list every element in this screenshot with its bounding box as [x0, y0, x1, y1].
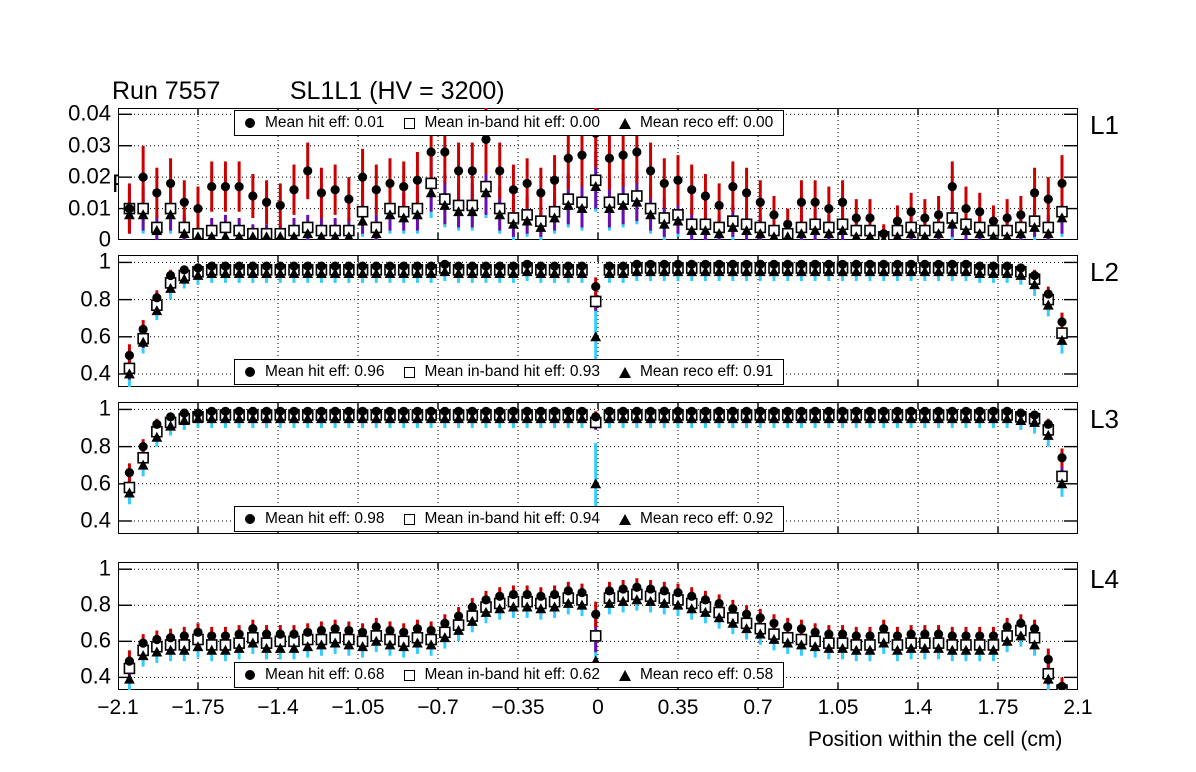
- legend-l3: Mean hit eff: 0.98 Mean in-band hit eff: …: [234, 506, 785, 532]
- open-square-icon: [395, 513, 425, 525]
- filled-triangle-icon: [610, 513, 640, 525]
- y-tick-label: 0.4: [80, 507, 111, 533]
- panel-l1: 0 0.01 0.02 0.03 0.04 L1 Mean hit eff: 0.01 Mea…: [68, 101, 1119, 252]
- panel-plot-area: [118, 402, 1078, 534]
- y-tick-label: 0.6: [80, 627, 111, 653]
- title-line-1: Run 7557 SL1L1 (HV = 3200): [112, 77, 505, 105]
- filled-triangle-icon: [610, 669, 640, 681]
- panel-label-l4: L4: [1090, 564, 1119, 594]
- y-tick-label: 0.8: [80, 591, 111, 617]
- panel-l3: 0.4 0.6 0.8 1 L3 Mean hit eff: 0.98 Mean in-ba…: [80, 396, 1119, 534]
- filled-circle-icon: [235, 118, 265, 128]
- legend-label-reco: Mean reco eff: 0.92: [640, 510, 774, 527]
- y-tick-label: 0.4: [80, 663, 111, 689]
- x-tick-label: −1.4: [257, 696, 299, 719]
- panel-l2: 0.4 0.6 0.8 1 L2 Mean hit eff: 0.96 Mean in-ba…: [80, 249, 1119, 387]
- panel-plot-area: [118, 108, 1078, 240]
- legend-l2: Mean hit eff: 0.96 Mean in-band hit eff: …: [234, 359, 785, 385]
- legend-entry-inband: Mean in-band hit eff: 0.94: [395, 510, 611, 528]
- markers-reco-eff: [124, 180, 1068, 240]
- legend-entry-hit: Mean hit eff: 0.01: [235, 114, 395, 132]
- legend-entry-hit: Mean hit eff: 0.68: [235, 666, 395, 684]
- filled-circle-icon: [235, 670, 265, 680]
- x-tick-label: 1.4: [903, 696, 933, 719]
- markers-reco-eff: [124, 266, 1068, 379]
- y-tick-label: 0.8: [80, 286, 111, 312]
- x-tick-label: 0: [592, 696, 604, 719]
- x-axis-title: Position within the cell (cm): [808, 728, 1063, 751]
- open-square-icon: [395, 669, 425, 681]
- legend-entry-inband: Mean in-band hit eff: 0.62: [395, 666, 611, 684]
- legend-label-reco: Mean reco eff: 0.91: [640, 363, 774, 380]
- filled-circle-icon: [235, 367, 265, 377]
- legend-l4: Mean hit eff: 0.68 Mean in-band hit eff: …: [234, 662, 785, 688]
- legend-label-inband: Mean in-band hit eff: 0.62: [424, 666, 601, 683]
- panel-plot-area: [118, 562, 1078, 690]
- y-tick-label: 0.04: [68, 100, 111, 126]
- markers-reco-eff: [124, 594, 1066, 690]
- filled-circle-icon: [235, 514, 265, 524]
- legend-label-inband: Mean in-band hit eff: 0.93: [424, 363, 601, 380]
- legend-entry-inband: Mean in-band hit eff: 0.00: [395, 114, 611, 132]
- x-tick-label: 1.05: [817, 696, 859, 719]
- x-tick-label: 1.75: [977, 696, 1019, 719]
- filled-triangle-icon: [610, 366, 640, 378]
- y-tick-label: 0.03: [68, 132, 111, 158]
- x-axis-tick-labels: −2.1 −1.75 −1.4 −1.05 −0.7 −0.35 0 0.35 0.7 1.05 1…: [97, 696, 1092, 724]
- y-tick-label: 1: [98, 395, 111, 421]
- legend-label-reco: Mean reco eff: 0.58: [640, 666, 774, 683]
- legend-entry-reco: Mean reco eff: 0.91: [610, 363, 783, 381]
- legend-label-reco: Mean reco eff: 0.00: [640, 114, 774, 131]
- legend-label-hit: Mean hit eff: 0.98: [265, 510, 385, 527]
- y-tick-label: 0: [98, 226, 111, 252]
- x-tick-label: 0.35: [657, 696, 699, 719]
- markers-hit-eff: [124, 406, 1067, 478]
- panel-label-l1: L1: [1090, 110, 1119, 140]
- x-tick-label: −0.7: [417, 696, 459, 719]
- y-tick-label: 1: [98, 555, 111, 581]
- open-square-icon: [395, 117, 425, 129]
- legend-entry-reco: Mean reco eff: 0.58: [610, 666, 783, 684]
- legend-label-hit: Mean hit eff: 0.96: [265, 363, 385, 380]
- x-tick-label: 2.1: [1063, 696, 1093, 719]
- legend-entry-reco: Mean reco eff: 0.92: [610, 510, 783, 528]
- y-tick-label: 0.6: [80, 470, 111, 496]
- legend-label-hit: Mean hit eff: 0.01: [265, 114, 385, 131]
- y-tick-label: 1: [98, 248, 111, 274]
- legend-entry-reco: Mean reco eff: 0.00: [610, 114, 783, 132]
- y-tick-label: 0.8: [80, 433, 111, 459]
- x-tick-label: 0.7: [743, 696, 773, 719]
- markers-hit-eff: [124, 128, 1067, 239]
- open-square-icon: [395, 366, 425, 378]
- y-tick-label: 0.02: [68, 163, 111, 189]
- y-tick-label: 0.6: [80, 323, 111, 349]
- legend-entry-hit: Mean hit eff: 0.98: [235, 510, 395, 528]
- markers-hit-eff: [124, 259, 1067, 360]
- markers-reco-eff: [124, 413, 1068, 498]
- markers-hit-eff: [124, 582, 1067, 690]
- legend-label-hit: Mean hit eff: 0.68: [265, 666, 385, 683]
- x-tick-label: −2.1: [97, 696, 139, 719]
- legend-label-inband: Mean in-band hit eff: 0.00: [424, 114, 601, 131]
- y-tick-label: 0.01: [68, 195, 111, 221]
- x-tick-label: −1.05: [331, 696, 385, 719]
- legend-entry-inband: Mean in-band hit eff: 0.93: [395, 363, 611, 381]
- panel-label-l3: L3: [1090, 404, 1119, 434]
- legend-label-inband: Mean in-band hit eff: 0.94: [424, 510, 601, 527]
- x-tick-label: −1.75: [171, 696, 225, 719]
- legend-entry-hit: Mean hit eff: 0.96: [235, 363, 395, 381]
- y-tick-label: 0.4: [80, 360, 111, 386]
- legend-l1: Mean hit eff: 0.01 Mean in-band hit eff: …: [234, 110, 785, 136]
- panel-l4: 0.4 0.6 0.8 1 L4 Mean hit eff: 0.68 Mean in-ba…: [80, 556, 1119, 690]
- x-tick-label: −0.35: [491, 696, 545, 719]
- filled-triangle-icon: [610, 117, 640, 129]
- panel-label-l2: L2: [1090, 257, 1119, 287]
